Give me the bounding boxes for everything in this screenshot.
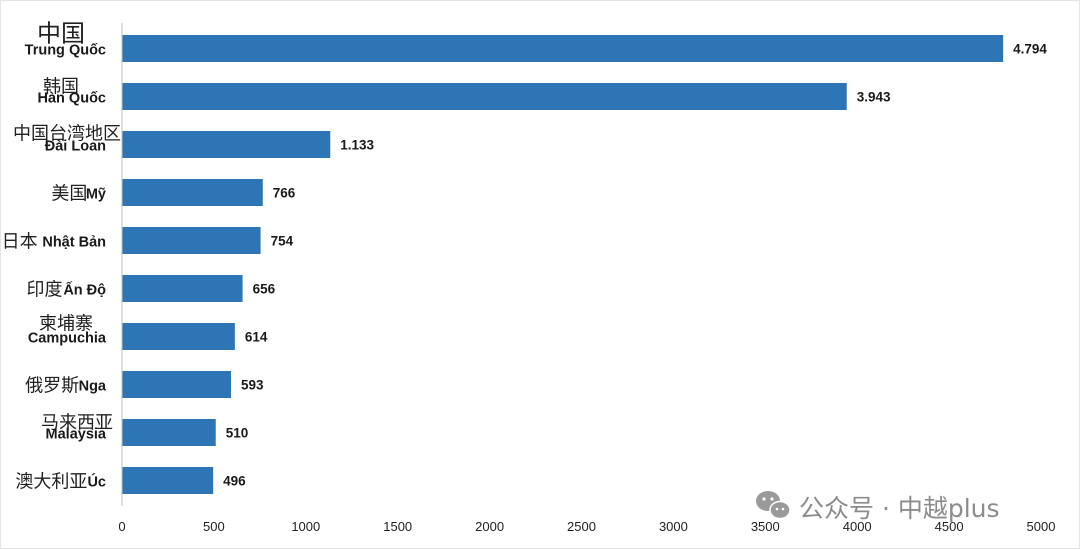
value-label-3: 1.133: [340, 138, 374, 153]
value-label-5: 754: [271, 234, 294, 249]
category-label-vi-2: Hàn Quốc: [38, 91, 106, 107]
value-label-10: 496: [223, 474, 246, 489]
value-label-9: 510: [226, 426, 249, 441]
bar-10: [122, 467, 214, 494]
value-label-8: 593: [241, 378, 264, 393]
value-label-7: 614: [245, 330, 268, 345]
x-tick-label-0: 0: [118, 519, 125, 534]
category-label-zh-6: 印度: [27, 280, 63, 301]
x-tick-label-4500: 4500: [935, 519, 964, 534]
category-label-zh-10: 澳大利亚: [15, 472, 87, 493]
bar-4: [122, 179, 263, 206]
x-tick-label-1500: 1500: [383, 519, 412, 534]
x-tick-label-3500: 3500: [751, 519, 780, 534]
value-label-1: 4.794: [1013, 42, 1047, 57]
category-label-zh-2: 韩国: [43, 77, 79, 98]
watermark: 公众号 · 中越plus: [756, 491, 1000, 523]
bar-9: [122, 419, 216, 446]
bar-7: [122, 323, 235, 350]
category-label-zh-8: 俄罗斯: [25, 376, 79, 397]
category-label-vi-4: Mỹ: [86, 187, 106, 203]
category-label-vi-9: Malaysia: [46, 427, 107, 443]
category-label-vi-8: Nga: [79, 379, 107, 395]
x-tick-label-500: 500: [203, 519, 225, 534]
category-label-vi-6: Ấn Độ: [63, 282, 106, 299]
category-label-zh-5: 日本: [2, 232, 38, 253]
bar-6: [122, 275, 243, 302]
x-tick-label-3000: 3000: [659, 519, 688, 534]
x-tick-label-2000: 2000: [475, 519, 504, 534]
x-tick-label-1000: 1000: [291, 519, 320, 534]
bars-group: [122, 35, 1004, 494]
x-tick-label-2500: 2500: [567, 519, 596, 534]
value-labels-group: 4.794 3.943 1.133 766 754 656 614 593 510 496: [223, 42, 1047, 489]
category-label-vi-3: Đài Loan: [45, 139, 106, 155]
bar-2: [122, 83, 847, 110]
category-label-zh-9: 马来西亚: [41, 413, 113, 434]
value-label-2: 3.943: [857, 90, 891, 105]
category-label-zh-7: 柬埔寨: [39, 314, 93, 335]
category-label-vi-7: Campuchia: [28, 331, 107, 347]
category-label-vi-10: Úc: [87, 473, 106, 491]
category-label-vi-1: Trung Quốc: [25, 43, 106, 59]
wechat-icon: [756, 491, 791, 520]
bar-8: [122, 371, 231, 398]
bar-3: [122, 131, 331, 158]
x-tick-label-4000: 4000: [843, 519, 872, 534]
value-label-4: 766: [273, 186, 296, 201]
watermark-text: 公众号 · 中越plus: [799, 494, 1000, 523]
bar-1: [122, 35, 1004, 62]
value-label-6: 656: [253, 282, 276, 297]
bar-5: [122, 227, 261, 254]
x-axis-ticks: 0 500 1000 1500 2000 2500 3000 3500 4000 4500 5000: [118, 519, 1055, 534]
x-tick-label-5000: 5000: [1027, 519, 1056, 534]
category-label-zh-1: 中国: [37, 20, 85, 48]
category-label-vi-5: Nhật Bản: [42, 235, 106, 251]
category-label-zh-3: 中国台湾地区: [13, 124, 121, 145]
category-label-zh-4: 美国: [51, 184, 87, 205]
